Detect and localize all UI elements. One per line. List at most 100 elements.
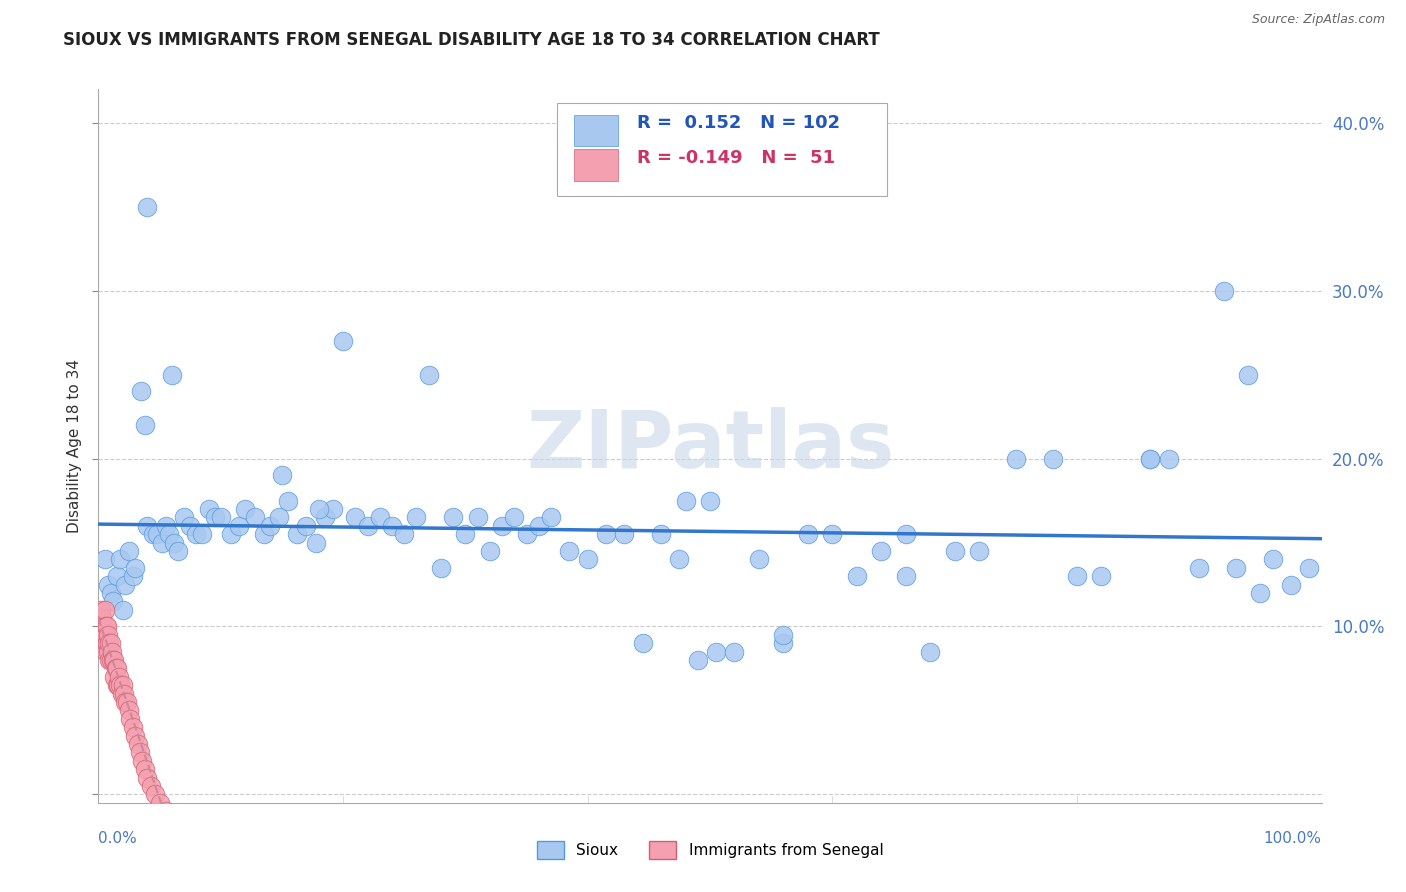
Point xyxy=(103,670,125,684)
Point xyxy=(142,527,165,541)
Point xyxy=(97,577,120,591)
Point xyxy=(173,510,195,524)
Point xyxy=(118,703,141,717)
Point xyxy=(98,653,121,667)
Point xyxy=(441,510,464,524)
Point xyxy=(197,502,219,516)
Point xyxy=(129,746,152,760)
Point xyxy=(157,527,180,541)
Point xyxy=(100,653,122,667)
Point xyxy=(204,510,226,524)
Point xyxy=(97,628,120,642)
Point xyxy=(748,552,770,566)
Point xyxy=(101,594,124,608)
Point xyxy=(160,368,183,382)
Point xyxy=(270,468,294,483)
Point xyxy=(105,661,128,675)
Point xyxy=(392,527,416,541)
Point xyxy=(91,611,114,625)
Point xyxy=(277,493,299,508)
Point xyxy=(186,527,208,541)
Point xyxy=(163,535,186,549)
Point xyxy=(100,636,122,650)
Point xyxy=(179,518,201,533)
Point xyxy=(1279,577,1302,591)
Point xyxy=(1261,552,1284,566)
Point xyxy=(650,527,672,541)
Point xyxy=(129,384,152,399)
Point xyxy=(595,527,617,541)
Point xyxy=(134,417,156,432)
Point xyxy=(103,653,125,667)
Point xyxy=(332,334,354,348)
Text: 0.0%: 0.0% xyxy=(98,831,138,847)
Point xyxy=(821,527,844,541)
Point xyxy=(558,544,581,558)
Point xyxy=(91,628,114,642)
Text: R =  0.152   N = 102: R = 0.152 N = 102 xyxy=(637,114,839,132)
Point xyxy=(111,678,134,692)
Point xyxy=(943,544,966,558)
Point xyxy=(797,527,820,541)
Point xyxy=(233,502,256,516)
Point xyxy=(920,645,942,659)
Point xyxy=(252,527,274,541)
Point xyxy=(228,518,250,533)
Point xyxy=(305,535,328,549)
Point xyxy=(94,619,117,633)
Point xyxy=(100,586,122,600)
Point xyxy=(772,628,794,642)
Point xyxy=(90,603,112,617)
Point xyxy=(91,636,114,650)
FancyBboxPatch shape xyxy=(557,103,887,196)
Point xyxy=(105,678,128,692)
Point xyxy=(704,645,727,659)
Point xyxy=(405,510,427,524)
Point xyxy=(285,527,308,541)
Point xyxy=(93,552,115,566)
Y-axis label: Disability Age 18 to 34: Disability Age 18 to 34 xyxy=(66,359,82,533)
Point xyxy=(121,569,143,583)
FancyBboxPatch shape xyxy=(574,115,619,146)
Point xyxy=(308,502,330,516)
Point xyxy=(98,636,121,650)
Point xyxy=(1225,560,1247,574)
Point xyxy=(418,368,440,382)
Point xyxy=(631,636,654,650)
Point xyxy=(136,771,159,785)
Point xyxy=(101,645,124,659)
Point xyxy=(121,720,143,734)
Point xyxy=(160,813,183,827)
Point xyxy=(167,544,190,558)
Point xyxy=(515,527,537,541)
Point xyxy=(209,510,232,524)
Point xyxy=(723,645,745,659)
Point xyxy=(295,518,318,533)
Point xyxy=(540,510,562,524)
Point xyxy=(259,518,281,533)
Point xyxy=(894,569,917,583)
Point xyxy=(1042,451,1064,466)
Point xyxy=(110,552,132,566)
Point xyxy=(112,687,135,701)
Point xyxy=(93,603,115,617)
Point xyxy=(97,645,120,659)
Point xyxy=(381,518,404,533)
Point xyxy=(1066,569,1088,583)
Point xyxy=(454,527,477,541)
Point xyxy=(478,544,501,558)
Point xyxy=(1298,560,1320,574)
Point xyxy=(93,628,115,642)
Point xyxy=(967,544,990,558)
Point xyxy=(111,603,134,617)
Point xyxy=(368,510,391,524)
Point xyxy=(120,712,142,726)
Point xyxy=(1249,586,1271,600)
Point xyxy=(131,754,153,768)
Point xyxy=(322,502,344,516)
Point xyxy=(96,619,118,633)
Point xyxy=(467,510,489,524)
Point xyxy=(139,779,162,793)
Point xyxy=(149,796,172,810)
Point xyxy=(686,653,709,667)
